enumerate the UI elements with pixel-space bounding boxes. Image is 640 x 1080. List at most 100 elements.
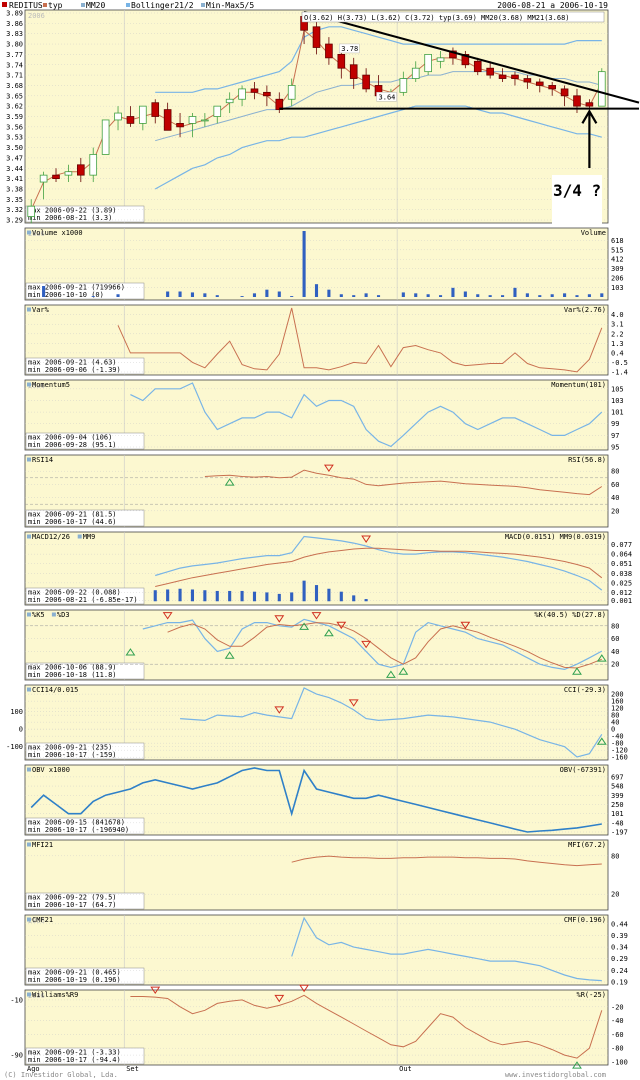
obv-min-label: min 2006-10-17 (-196940) <box>28 826 129 834</box>
cmf-series-line <box>291 916 602 982</box>
volume-bar <box>488 295 492 297</box>
cci-series-line <box>180 687 603 758</box>
rsi-ytick-label: 40 <box>611 494 619 502</box>
month-axis: Ago Set Out <box>27 1065 412 1073</box>
cmf-ytick-label: 0.19 <box>611 979 628 987</box>
legend-bollinger-swatch <box>126 3 130 7</box>
candle-down <box>473 60 482 73</box>
obv-title: OBV x1000 <box>32 766 70 774</box>
cci-readout: CCI(-29.3) <box>564 686 606 694</box>
cci-ytick-label: -40 <box>611 733 624 741</box>
stochastic-buy-marker <box>125 648 136 656</box>
macd-histogram-bar <box>314 585 319 602</box>
volume-bar <box>290 296 294 297</box>
volume-ytick-label: 618 <box>611 237 624 245</box>
price-ytick-label: 3.77 <box>6 51 23 59</box>
panel-stochastic: %K5 %D3 %K(40.5) %D(27.8) max 2006-10-06 (8… <box>24 609 619 681</box>
candle-down <box>151 102 160 117</box>
panel-cci: CCI14/0.015 CCI(-29.3) max 2006-09-21 (235… <box>6 684 628 762</box>
symbol-label: REDITUS <box>9 1 43 10</box>
volume-bar <box>364 293 368 297</box>
stochastic-buy-marker <box>299 622 310 630</box>
stochastic-title2: %D3 <box>57 611 70 619</box>
macd-histogram-bar <box>153 590 157 602</box>
stochastic-sell-marker <box>361 640 372 649</box>
williams-ytick-label: -20 <box>611 1003 624 1011</box>
date-range: 2006-08-21 a 2006-10-19 <box>497 1 608 10</box>
stochastic-ytick-label: 80 <box>611 622 619 630</box>
williams-title-swatch <box>27 992 31 997</box>
price-ytick-label: 3.50 <box>6 144 23 152</box>
candle-down <box>449 50 457 59</box>
macd-histogram-bar <box>215 590 219 602</box>
panel-macd: MACD12/26 MM9 MACD(0.0151) MM9(0.0319) max … <box>24 531 632 606</box>
stochastic-ytick-label: 40 <box>611 648 619 656</box>
cci-sell-marker <box>348 699 359 707</box>
volume-bar <box>240 296 244 297</box>
candle-up <box>597 71 606 107</box>
volume-bar <box>302 231 306 297</box>
volume-bar <box>538 295 542 297</box>
macd-histogram-bar <box>166 589 170 602</box>
panel-obv: OBV x1000 OBV(-67391) max 2006-09-15 (8416… <box>24 764 628 837</box>
macd-readout: MACD(0.0151) MM9(0.0319) <box>505 533 606 541</box>
cci-min-label: min 2006-10-17 (-159) <box>28 751 117 759</box>
macd-line <box>155 535 603 591</box>
candle-up <box>436 57 445 62</box>
candle-down <box>511 74 519 79</box>
stochastic-sell-marker <box>311 612 322 620</box>
stochastic-title-swatch <box>27 612 31 617</box>
candle-up <box>101 119 110 155</box>
volume-bar <box>277 291 281 297</box>
legend-typ: typ <box>48 1 63 10</box>
macd-histogram-bar <box>178 588 182 602</box>
candle-down <box>535 81 544 86</box>
macd-histogram-bar <box>352 595 356 602</box>
bollinger-lower-line <box>154 105 602 190</box>
price-year-watermark: 2006 <box>28 12 45 20</box>
price-ytick-label: 3.71 <box>6 72 23 80</box>
momentum-title-swatch <box>27 382 31 387</box>
macd-ytick-label: 0.064 <box>611 551 632 559</box>
candle-up <box>399 78 408 93</box>
williams-year-watermark: 2006 <box>28 992 45 1000</box>
obv-title-swatch <box>27 767 31 772</box>
candle-down <box>52 174 60 179</box>
momentum-series-line <box>130 382 603 448</box>
var-ytick-label: 3.1 <box>611 321 624 329</box>
cci-ytick-label: 80 <box>611 712 619 720</box>
macd-title: MACD12/26 <box>32 533 70 541</box>
williams-readout: %R(-25) <box>576 991 606 999</box>
candle-down <box>176 123 184 128</box>
candle-up <box>64 171 73 176</box>
momentum-min-label: min 2006-09-28 (95.1) <box>28 441 117 449</box>
macd-sell-marker <box>361 535 372 543</box>
annotation-label-bg <box>339 43 360 54</box>
candle-up <box>89 154 98 176</box>
candle-down <box>523 78 532 83</box>
volume-year-watermark: 2006 <box>28 230 45 238</box>
stochastic-readout: %K(40.5) %D(27.8) <box>534 611 606 619</box>
volume-bar <box>525 293 529 297</box>
cci-ytick-label: 0 <box>19 726 23 734</box>
price-ytick-label: 3.38 <box>6 185 23 193</box>
cci-ytick-label: 40 <box>611 719 619 727</box>
cmf-ytick-label: 0.24 <box>611 967 628 975</box>
stochastic-buy-marker <box>385 670 396 678</box>
cci-buy-marker <box>596 737 607 745</box>
cmf-ytick-label: 0.29 <box>611 955 628 963</box>
volume-bar <box>563 293 567 297</box>
rsi-min-label: min 2006-10-17 (44.6) <box>28 518 117 526</box>
macd-min-label: min 2006-08-21 (-6.85e-17) <box>28 596 138 604</box>
volume-bar <box>550 294 554 297</box>
obv-series-line <box>30 767 602 833</box>
macd-ytick-label: 0.001 <box>611 597 632 605</box>
volume-title: Volume x1000 <box>32 229 83 237</box>
cmf-ytick-label: 0.34 <box>611 944 628 952</box>
williams-sell-marker <box>274 994 285 1003</box>
cmf-title-swatch <box>27 917 31 922</box>
stoch-k-line <box>142 618 603 671</box>
cci-max-label: max 2006-09-21 (235) <box>28 744 112 752</box>
